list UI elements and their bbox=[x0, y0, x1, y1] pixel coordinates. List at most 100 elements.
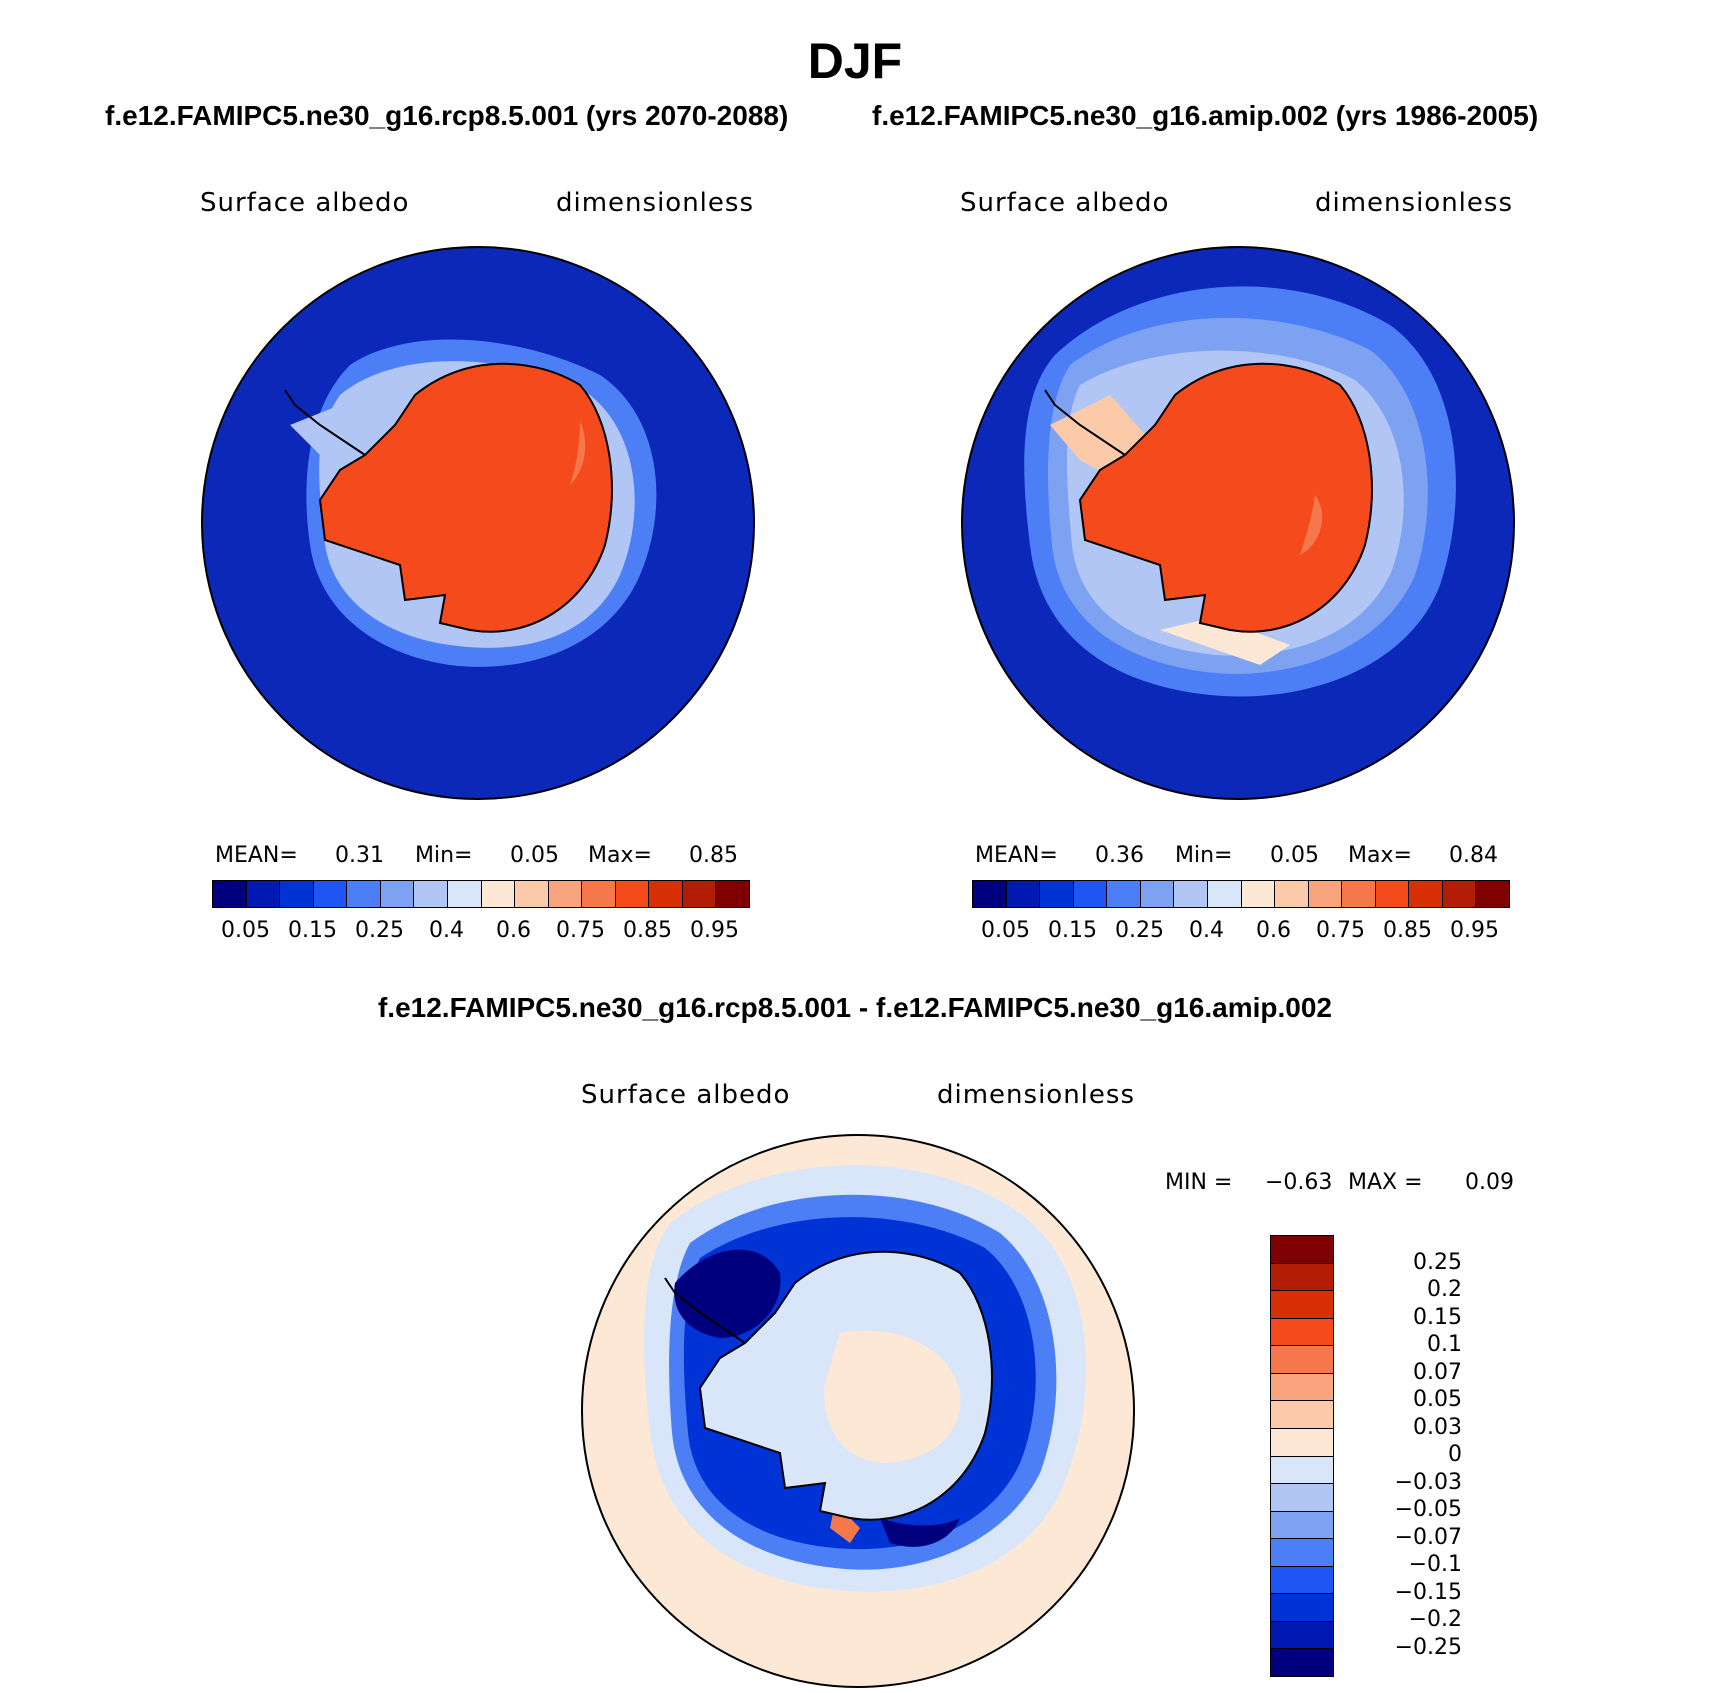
panel3-colorbar-swatch bbox=[1271, 1373, 1333, 1402]
panel3-variable-label: Surface albedo bbox=[581, 1080, 791, 1110]
panel3-colorbar-swatch bbox=[1271, 1649, 1333, 1676]
panel3-min-label: MIN = bbox=[1165, 1170, 1233, 1195]
panel1-colorbar-tick-label: 0.4 bbox=[429, 918, 464, 943]
panel3-colorbar-swatch bbox=[1271, 1511, 1333, 1540]
panel1-max-value: 0.85 bbox=[689, 843, 738, 868]
panel1-colorbar-swatch bbox=[481, 881, 516, 907]
panel1-colorbar-swatch bbox=[716, 881, 749, 907]
panel1-colorbar-swatch bbox=[615, 881, 650, 907]
right-case-title: f.e12.FAMIPC5.ne30_g16.amip.002 (yrs 198… bbox=[872, 100, 1539, 131]
panel3-colorbar-swatch bbox=[1271, 1291, 1333, 1319]
panel3-colorbar-tick-label: 0.05 bbox=[1413, 1387, 1462, 1412]
panel2-colorbar-swatch bbox=[1308, 881, 1343, 907]
panel1-min-label: Min= bbox=[415, 843, 473, 868]
panel3-colorbar-tick-label: 0.15 bbox=[1413, 1304, 1462, 1330]
panel3-colorbar-tick-label: −0.05 bbox=[1394, 1497, 1462, 1522]
panel2-colorbar-tick-label: 0.15 bbox=[1048, 918, 1097, 943]
panel1-colorbar-swatch bbox=[649, 881, 683, 907]
panel2-colorbar-tick-label: 0.4 bbox=[1189, 918, 1224, 943]
panel2-colorbar-swatch bbox=[1174, 881, 1208, 907]
panel2-colorbar-swatch bbox=[1040, 881, 1074, 907]
panel2-colorbar-swatch bbox=[1409, 881, 1443, 907]
panel2-colorbar-swatch bbox=[1207, 881, 1242, 907]
panel1-colorbar-tick-label: 0.75 bbox=[556, 918, 605, 943]
panel2-colorbar-tick-label: 0.25 bbox=[1115, 918, 1164, 943]
panel3-colorbar-tick-label: −0.15 bbox=[1394, 1579, 1462, 1605]
panel3-map bbox=[581, 1134, 1135, 1688]
panel1-colorbar bbox=[212, 880, 750, 908]
panel3-colorbar-swatch bbox=[1271, 1346, 1333, 1374]
panel2-colorbar-swatch bbox=[1073, 881, 1108, 907]
left-case-title: f.e12.FAMIPC5.ne30_g16.rcp8.5.001 (yrs 2… bbox=[105, 100, 789, 131]
panel2-colorbar-ticks: 0.05 0.15 0.25 0.4 0.6 0.75 0.85 0.95 bbox=[972, 918, 1508, 948]
panel3-colorbar-tick-label: 0.25 bbox=[1413, 1249, 1462, 1275]
panel2-map bbox=[961, 246, 1515, 800]
panel2-units-label: dimensionless bbox=[1315, 188, 1513, 218]
panel1-colorbar-swatch bbox=[447, 881, 482, 907]
panel3-colorbar bbox=[1270, 1235, 1334, 1677]
panel2-colorbar-swatch bbox=[1275, 881, 1309, 907]
panel2-colorbar-swatch bbox=[973, 881, 1007, 907]
panel1-colorbar-tick-label: 0.15 bbox=[288, 918, 337, 943]
panel1-colorbar-swatch bbox=[682, 881, 717, 907]
panel1-colorbar-tick-label: 0.25 bbox=[355, 918, 404, 943]
panel2-colorbar-swatch bbox=[1442, 881, 1477, 907]
panel3-colorbar-swatch bbox=[1271, 1318, 1333, 1347]
panel3-colorbar-tick-label: 0 bbox=[1448, 1442, 1462, 1467]
panel1-colorbar-swatch bbox=[347, 881, 381, 907]
panel3-colorbar-ticks: 0.25 0.2 0.15 0.1 0.07 0.05 0.03 0 −0.03 −0.05 −0.… bbox=[1342, 1235, 1462, 1675]
panel1-colorbar-swatch bbox=[548, 881, 583, 907]
panel2-colorbar-tick-label: 0.6 bbox=[1256, 918, 1291, 943]
figure-title: DJF bbox=[807, 33, 903, 89]
panel2-colorbar-swatch bbox=[1476, 881, 1509, 907]
panel3-units-label: dimensionless bbox=[937, 1080, 1135, 1110]
panel2-colorbar-tick-label: 0.95 bbox=[1450, 918, 1499, 943]
panel2-colorbar-swatch bbox=[1006, 881, 1041, 907]
panel2-max-label: Max= bbox=[1348, 843, 1412, 868]
panel3-max-value: 0.09 bbox=[1465, 1170, 1514, 1195]
panel1-colorbar-swatch bbox=[414, 881, 448, 907]
panel3-colorbar-swatch bbox=[1271, 1484, 1333, 1512]
panel1-colorbar-tick-label: 0.95 bbox=[690, 918, 739, 943]
panel3-colorbar-swatch bbox=[1271, 1594, 1333, 1622]
panel1-mean-label: MEAN= bbox=[215, 843, 298, 868]
panel1-colorbar-swatch bbox=[280, 881, 314, 907]
panel1-colorbar-ticks: 0.05 0.15 0.25 0.4 0.6 0.75 0.85 0.95 bbox=[212, 918, 748, 948]
difference-title: f.e12.FAMIPC5.ne30_g16.rcp8.5.001 - f.e1… bbox=[377, 992, 1333, 1023]
panel2-max-value: 0.84 bbox=[1449, 843, 1498, 868]
panel3-min-value: −0.63 bbox=[1265, 1170, 1333, 1195]
panel2-colorbar-tick-label: 0.75 bbox=[1316, 918, 1365, 943]
panel2-colorbar-tick-label: 0.85 bbox=[1383, 918, 1432, 943]
panel1-colorbar-tick-label: 0.6 bbox=[496, 918, 531, 943]
panel3-colorbar-tick-label: −0.2 bbox=[1408, 1607, 1462, 1632]
panel3-colorbar-tick-label: 0.2 bbox=[1427, 1277, 1462, 1302]
panel1-max-label: Max= bbox=[588, 843, 652, 868]
panel2-colorbar-tick-label: 0.05 bbox=[981, 918, 1030, 943]
panel3-colorbar-tick-label: −0.1 bbox=[1408, 1552, 1462, 1577]
panel2-mean-label: MEAN= bbox=[975, 843, 1058, 868]
panel2-mean-value: 0.36 bbox=[1095, 843, 1144, 868]
panel2-colorbar-swatch bbox=[1375, 881, 1410, 907]
panel3-colorbar-swatch bbox=[1271, 1566, 1333, 1595]
panel2-colorbar-swatch bbox=[1140, 881, 1175, 907]
panel3-max-label: MAX = bbox=[1348, 1170, 1423, 1195]
panel1-colorbar-swatch bbox=[515, 881, 549, 907]
panel1-colorbar-tick-label: 0.05 bbox=[221, 918, 270, 943]
panel3-colorbar-tick-label: 0.03 bbox=[1413, 1414, 1462, 1440]
panel2-variable-label: Surface albedo bbox=[960, 188, 1170, 218]
panel3-colorbar-tick-label: −0.25 bbox=[1394, 1634, 1462, 1660]
panel2-min-label: Min= bbox=[1175, 843, 1233, 868]
panel3-colorbar-tick-label: −0.07 bbox=[1394, 1524, 1462, 1550]
panel1-colorbar-tick-label: 0.85 bbox=[623, 918, 672, 943]
panel3-colorbar-tick-label: 0.07 bbox=[1413, 1359, 1462, 1385]
panel1-map bbox=[201, 246, 755, 800]
panel3-colorbar-swatch bbox=[1271, 1236, 1333, 1264]
panel1-units-label: dimensionless bbox=[556, 188, 754, 218]
panel3-colorbar-tick-label: 0.1 bbox=[1427, 1332, 1462, 1357]
panel1-colorbar-swatch bbox=[313, 881, 348, 907]
panel3-colorbar-swatch bbox=[1271, 1428, 1333, 1457]
panel2-colorbar-swatch bbox=[1241, 881, 1276, 907]
panel3-colorbar-swatch bbox=[1271, 1539, 1333, 1567]
panel3-colorbar-swatch bbox=[1271, 1401, 1333, 1429]
panel1-min-value: 0.05 bbox=[510, 843, 559, 868]
